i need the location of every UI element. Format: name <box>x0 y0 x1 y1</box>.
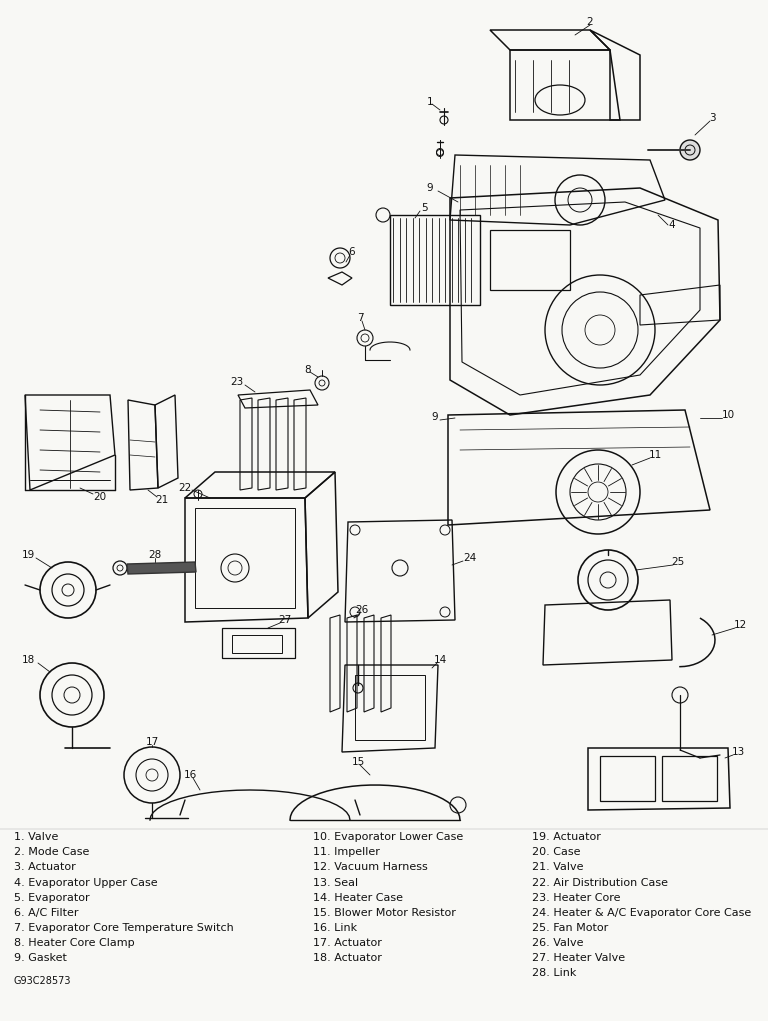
Text: 20. Case: 20. Case <box>532 847 581 858</box>
Text: 28. Link: 28. Link <box>532 968 577 978</box>
Text: 17: 17 <box>145 737 159 747</box>
Text: 9. Gasket: 9. Gasket <box>14 954 67 963</box>
Text: 14. Heater Case: 14. Heater Case <box>313 892 403 903</box>
Bar <box>600 756 655 801</box>
Text: 22: 22 <box>178 483 192 493</box>
Circle shape <box>680 140 700 160</box>
Bar <box>195 508 295 607</box>
Text: 10: 10 <box>721 410 734 420</box>
Text: 4. Evaporator Upper Case: 4. Evaporator Upper Case <box>14 878 157 887</box>
Text: 2. Mode Case: 2. Mode Case <box>14 847 89 858</box>
Text: 24. Heater & A/C Evaporator Core Case: 24. Heater & A/C Evaporator Core Case <box>532 908 751 918</box>
Text: 27: 27 <box>278 615 292 625</box>
Bar <box>232 635 282 653</box>
Text: 11. Impeller: 11. Impeller <box>313 847 380 858</box>
Text: 23: 23 <box>230 377 243 387</box>
Text: 2: 2 <box>587 17 594 27</box>
Text: 25. Fan Motor: 25. Fan Motor <box>532 923 608 933</box>
Text: 5. Evaporator: 5. Evaporator <box>14 892 89 903</box>
Text: 23. Heater Core: 23. Heater Core <box>532 892 621 903</box>
Text: 21. Valve: 21. Valve <box>532 863 584 872</box>
Text: 3. Actuator: 3. Actuator <box>14 863 75 872</box>
Text: 5: 5 <box>422 203 429 213</box>
Text: 25: 25 <box>671 557 684 567</box>
Polygon shape <box>127 562 196 574</box>
Text: 12: 12 <box>733 620 746 630</box>
Text: 12. Vacuum Harness: 12. Vacuum Harness <box>313 863 428 872</box>
Text: 24: 24 <box>463 553 477 563</box>
Text: 22. Air Distribution Case: 22. Air Distribution Case <box>532 878 668 887</box>
Text: 6: 6 <box>349 247 356 257</box>
Text: 13. Seal: 13. Seal <box>313 878 359 887</box>
Text: 16: 16 <box>184 770 197 780</box>
Text: 10. Evaporator Lower Case: 10. Evaporator Lower Case <box>313 832 464 842</box>
Text: 18: 18 <box>22 655 35 665</box>
Bar <box>490 230 570 290</box>
Text: 17. Actuator: 17. Actuator <box>313 938 382 947</box>
Text: 6. A/C Filter: 6. A/C Filter <box>14 908 78 918</box>
Text: 7. Evaporator Core Temperature Switch: 7. Evaporator Core Temperature Switch <box>14 923 233 933</box>
Text: 14: 14 <box>433 655 447 665</box>
Text: 9: 9 <box>432 412 439 422</box>
Bar <box>662 756 717 801</box>
Text: 19: 19 <box>22 550 35 560</box>
Text: 26. Valve: 26. Valve <box>532 938 584 947</box>
Text: 15: 15 <box>352 757 365 767</box>
Text: 18. Actuator: 18. Actuator <box>313 954 382 963</box>
Text: 16. Link: 16. Link <box>313 923 357 933</box>
Text: 15. Blower Motor Resistor: 15. Blower Motor Resistor <box>313 908 456 918</box>
Bar <box>355 675 425 740</box>
Text: 4: 4 <box>669 220 675 230</box>
Text: 9: 9 <box>427 183 433 193</box>
Text: G93C28573: G93C28573 <box>14 976 71 986</box>
Text: 8. Heater Core Clamp: 8. Heater Core Clamp <box>14 938 134 947</box>
Text: 19. Actuator: 19. Actuator <box>532 832 601 842</box>
Text: 28: 28 <box>148 550 161 560</box>
Text: 27. Heater Valve: 27. Heater Valve <box>532 954 625 963</box>
Text: 3: 3 <box>709 113 715 123</box>
Text: 13: 13 <box>731 747 745 757</box>
Text: 7: 7 <box>356 313 363 323</box>
Text: 8: 8 <box>305 364 311 375</box>
Text: 1. Valve: 1. Valve <box>14 832 58 842</box>
Text: 11: 11 <box>648 450 661 460</box>
Bar <box>390 215 480 305</box>
Text: 21: 21 <box>155 495 169 505</box>
Text: 20: 20 <box>94 492 107 502</box>
Text: 26: 26 <box>356 605 369 615</box>
Text: 1: 1 <box>427 97 433 107</box>
